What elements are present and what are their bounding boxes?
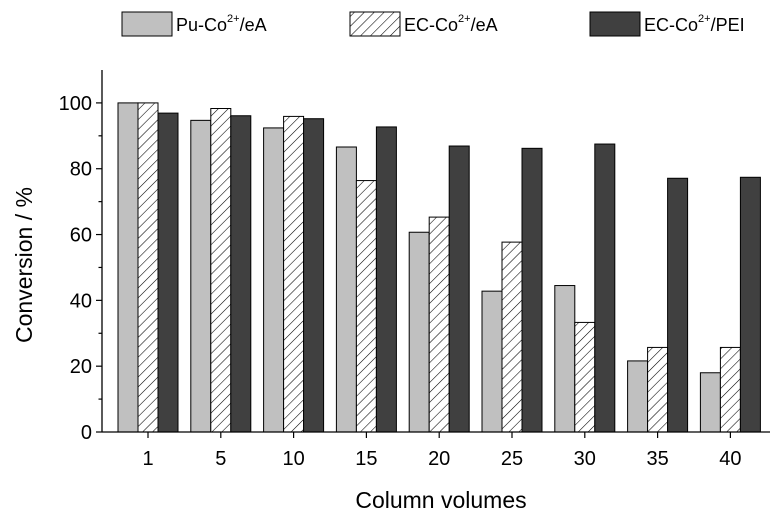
legend-label-1: Pu-Co2+/eA bbox=[176, 13, 267, 35]
bar-3-30 bbox=[594, 143, 616, 433]
x-tick-label: 25 bbox=[501, 448, 523, 470]
bar-1-10 bbox=[263, 127, 285, 433]
x-tick-label: 15 bbox=[355, 448, 377, 470]
bar-2-30 bbox=[574, 321, 596, 433]
x-axis-title: Column volumes bbox=[355, 487, 526, 513]
bar-2-1 bbox=[137, 102, 159, 433]
bar-1-5 bbox=[190, 119, 212, 433]
bar-2-15 bbox=[355, 180, 377, 433]
bar-1-25 bbox=[481, 290, 503, 433]
bar-3-5 bbox=[230, 115, 252, 433]
bar-3-10 bbox=[303, 118, 325, 433]
x-tick-label: 10 bbox=[282, 448, 304, 470]
x-tick-label: 30 bbox=[574, 448, 596, 470]
bar-3-1 bbox=[157, 112, 179, 433]
legend-label-2: EC-Co2+/eA bbox=[404, 13, 498, 35]
x-tick-label: 1 bbox=[142, 448, 153, 470]
legend-swatch-2 bbox=[349, 11, 401, 37]
bar-2-40 bbox=[719, 346, 741, 433]
bar-2-20 bbox=[428, 216, 450, 433]
bar-1-1 bbox=[117, 102, 139, 433]
bar-2-10 bbox=[283, 115, 305, 433]
y-tick-label: 60 bbox=[70, 225, 92, 247]
bar-1-30 bbox=[554, 285, 576, 433]
bars-group bbox=[117, 102, 761, 433]
x-tick-label: 20 bbox=[428, 448, 450, 470]
x-tick-label: 40 bbox=[719, 448, 741, 470]
bar-2-25 bbox=[501, 241, 523, 433]
bar-1-20 bbox=[408, 231, 430, 433]
bar-2-5 bbox=[210, 108, 232, 433]
y-axis-title: Conversion / % bbox=[11, 187, 37, 343]
legend: Pu-Co2+/eA EC-Co2+/eA EC-Co2+/PEI bbox=[121, 11, 745, 37]
legend-swatch-1 bbox=[121, 11, 173, 37]
bar-2-35 bbox=[647, 346, 669, 433]
bar-1-15 bbox=[335, 146, 357, 433]
y-tick-label: 80 bbox=[70, 159, 92, 181]
y-tick-label: 0 bbox=[81, 422, 92, 444]
bar-3-35 bbox=[667, 177, 689, 433]
bar-1-35 bbox=[627, 360, 649, 433]
bar-3-40 bbox=[739, 176, 761, 433]
legend-label-3: EC-Co2+/PEI bbox=[644, 13, 745, 35]
bar-3-15 bbox=[375, 126, 397, 433]
y-tick-label: 20 bbox=[70, 356, 92, 378]
bar-1-40 bbox=[699, 372, 721, 433]
y-tick-label: 40 bbox=[70, 290, 92, 312]
x-tick-label: 5 bbox=[215, 448, 226, 470]
x-tick-label: 35 bbox=[646, 448, 668, 470]
y-tick-label: 100 bbox=[59, 93, 92, 115]
bar-3-25 bbox=[521, 147, 543, 433]
legend-swatch-3 bbox=[589, 11, 641, 37]
bar-3-20 bbox=[448, 145, 470, 433]
